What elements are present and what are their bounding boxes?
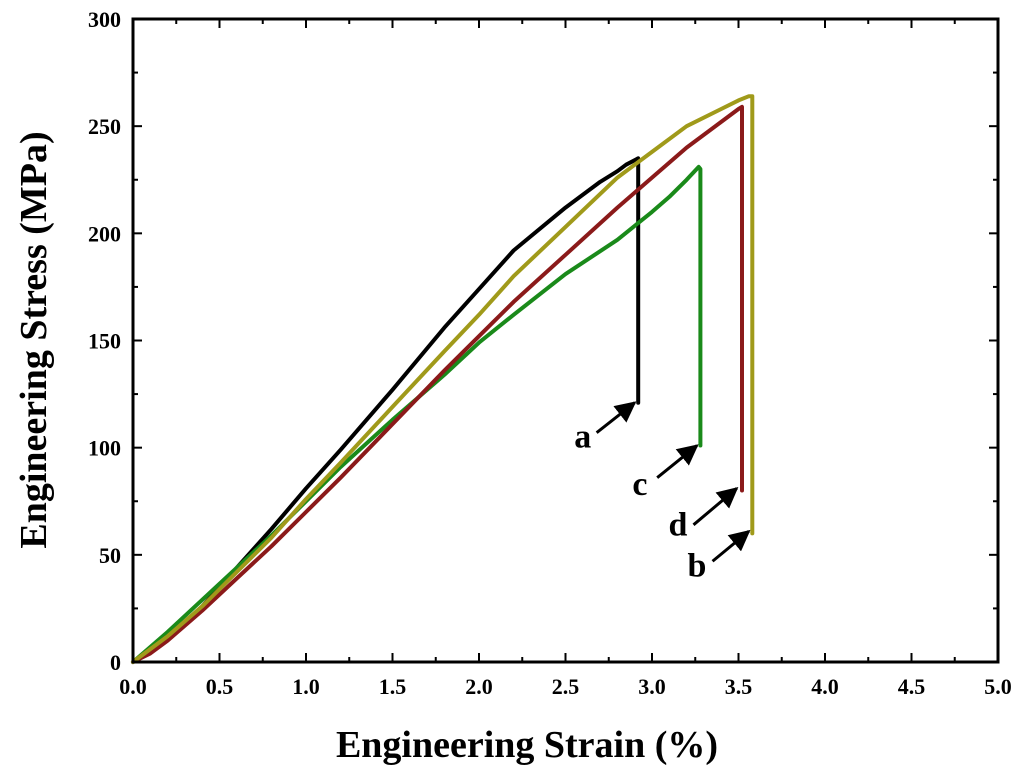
y-axis-title: Engineering Stress (MPa) bbox=[13, 131, 55, 548]
y-tick-label: 150 bbox=[88, 329, 121, 354]
series-line-a bbox=[131, 156, 641, 664]
annotation-label-c: c bbox=[632, 466, 647, 503]
y-tick-label: 300 bbox=[88, 7, 121, 32]
annotation-arrow-d bbox=[692, 487, 739, 526]
x-tick-label: 4.0 bbox=[811, 674, 839, 699]
annotation-arrow-c bbox=[656, 444, 699, 479]
x-tick-label: 3.0 bbox=[638, 674, 666, 699]
x-tick-label: 3.5 bbox=[725, 674, 753, 699]
annotation-arrow-a bbox=[595, 401, 637, 434]
series-line-b bbox=[131, 94, 755, 664]
x-tick-label: 2.5 bbox=[552, 674, 580, 699]
x-tick-label: 0.5 bbox=[206, 674, 234, 699]
y-tick-label: 0 bbox=[110, 650, 121, 675]
x-tick-label: 2.0 bbox=[465, 674, 493, 699]
series-line-c bbox=[131, 164, 703, 664]
annotation-label-b: b bbox=[688, 547, 707, 584]
x-tick-label: 1.0 bbox=[292, 674, 320, 699]
x-tick-label: 0.0 bbox=[119, 674, 147, 699]
annotation-label-d: d bbox=[668, 507, 687, 544]
annotation-label-a: a bbox=[574, 419, 591, 456]
annotation-layer: a cdb bbox=[574, 401, 751, 584]
series-layer bbox=[131, 94, 755, 664]
x-axis-title: Engineering Strain (%) bbox=[336, 724, 718, 766]
y-tick-label: 200 bbox=[88, 221, 121, 246]
ticks-layer: 0.0 0.5 1.0 1.5 2.0 2.5 3.0 3.5 4.0 4.5 5.0 0 50 100 1… bbox=[88, 7, 1012, 699]
x-tick-label: 4.5 bbox=[898, 674, 926, 699]
x-tick-label: 5.0 bbox=[984, 674, 1012, 699]
y-tick-label: 50 bbox=[99, 543, 121, 568]
y-tick-label: 250 bbox=[88, 114, 121, 139]
y-tick-label: 100 bbox=[88, 436, 121, 461]
series-line-d bbox=[131, 104, 744, 664]
x-tick-label: 1.5 bbox=[379, 674, 407, 699]
plot-frame bbox=[131, 17, 1000, 664]
annotation-arrow-b bbox=[711, 529, 751, 563]
